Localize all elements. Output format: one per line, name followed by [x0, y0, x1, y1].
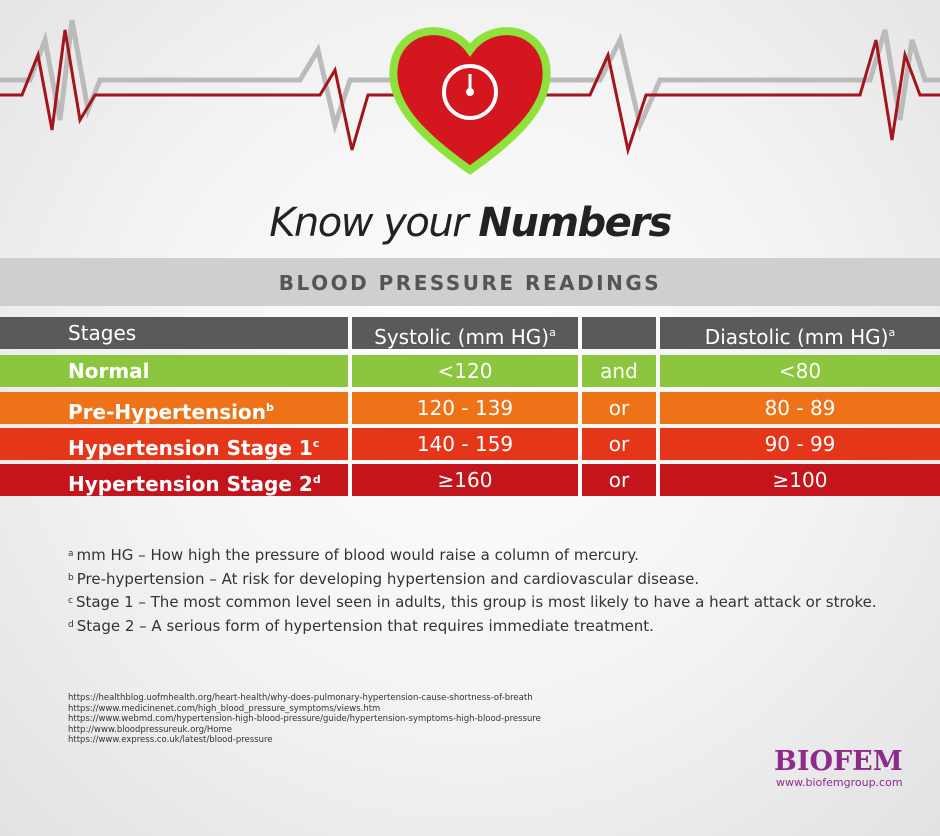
stage-cell: Pre-Hypertensionb — [0, 392, 348, 424]
stage-cell: Hypertension Stage 1c — [0, 428, 348, 460]
diastolic-cell: <80 — [660, 355, 940, 387]
footnote-mark: b — [68, 572, 74, 583]
source-url: https://www.express.co.uk/latest/blood-p… — [68, 735, 273, 745]
subtitle: BLOOD PRESSURE READINGS — [278, 271, 662, 295]
footnote-text: Stage 1 – The most common level seen in … — [75, 593, 877, 611]
stage-label: Pre-Hypertension — [68, 400, 267, 424]
header-label: Systolic (mm HG) — [374, 325, 550, 349]
header-sup: a — [888, 326, 896, 339]
source-url: https://healthblog.uofmhealth.org/heart-… — [68, 693, 533, 703]
footnote: d Stage 2 – A serious form of hypertensio… — [68, 617, 654, 635]
conjunction-cell: or — [582, 464, 656, 496]
header-cell: Systolic (mm HG)a — [352, 317, 578, 349]
subtitle-bar — [0, 258, 940, 306]
footnote-mark: a — [68, 549, 74, 559]
footnote-text: Pre-hypertension – At risk for developin… — [76, 569, 700, 588]
stage-label: Normal — [68, 359, 150, 383]
stage-label: Hypertension Stage 2 — [68, 472, 313, 496]
source-url: http://www.bloodpressureuk.org/Home — [68, 724, 233, 735]
conjunction-cell: and — [582, 355, 656, 387]
stage-cell: Hypertension Stage 2d — [0, 464, 348, 496]
diastolic-cell: 80 - 89 — [660, 392, 940, 424]
header-sup: a — [549, 326, 556, 339]
header-label: Stages — [68, 321, 137, 345]
footnote: c Stage 1 – The most common level seen in… — [68, 593, 877, 611]
logo-url: www.biofemgroup.com — [776, 776, 903, 789]
systolic-cell: 140 - 159 — [352, 428, 578, 460]
systolic-cell: ≥160 — [352, 464, 578, 496]
conjunction-cell: or — [582, 392, 656, 424]
stage-sup: d — [312, 473, 321, 486]
header-label: Diastolic (mm HG) — [704, 325, 889, 349]
title-light: Know your — [269, 200, 468, 246]
stage-sup: b — [266, 401, 274, 414]
footnote: b Pre-hypertension – At risk for developi… — [68, 570, 699, 588]
header-cell: Diastolic (mm HG)a — [660, 317, 940, 349]
footnote: a mm HG – How high the pressure of blood … — [68, 546, 639, 564]
stage-label: Hypertension Stage 1 — [68, 436, 313, 460]
stage-sup: c — [312, 437, 320, 450]
footnote-mark: d — [68, 619, 74, 630]
diastolic-cell: 90 - 99 — [660, 428, 940, 460]
title: Know your Numbers — [0, 200, 940, 246]
source-url: https://www.webmd.com/hypertension-high-… — [68, 714, 541, 724]
conjunction-cell: or — [582, 428, 656, 460]
systolic-cell: 120 - 139 — [352, 392, 578, 424]
title-bold: Numbers — [478, 200, 672, 246]
footnote-mark: c — [68, 596, 73, 606]
stage-cell: Normal — [0, 355, 348, 387]
diastolic-cell: ≥100 — [660, 464, 940, 496]
header-cell — [582, 317, 656, 349]
logo: BIOFEM — [774, 746, 903, 777]
footnote-text: Stage 2 – A serious form of hypertension… — [76, 616, 654, 635]
header-cell: Stages — [0, 317, 348, 349]
footnote-text: mm HG – How high the pressure of blood w… — [76, 546, 639, 564]
source-url: https://www.medicinenet.com/high_blood_p… — [68, 703, 381, 714]
systolic-cell: <120 — [352, 355, 578, 387]
heartbeat-art — [0, 19, 940, 175]
